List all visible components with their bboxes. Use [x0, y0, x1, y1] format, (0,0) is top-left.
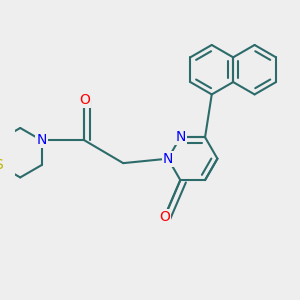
Text: O: O: [79, 93, 90, 107]
Text: S: S: [0, 158, 3, 172]
Text: N: N: [175, 130, 185, 144]
Text: N: N: [163, 152, 173, 166]
Text: N: N: [37, 133, 47, 147]
Text: O: O: [159, 211, 170, 224]
